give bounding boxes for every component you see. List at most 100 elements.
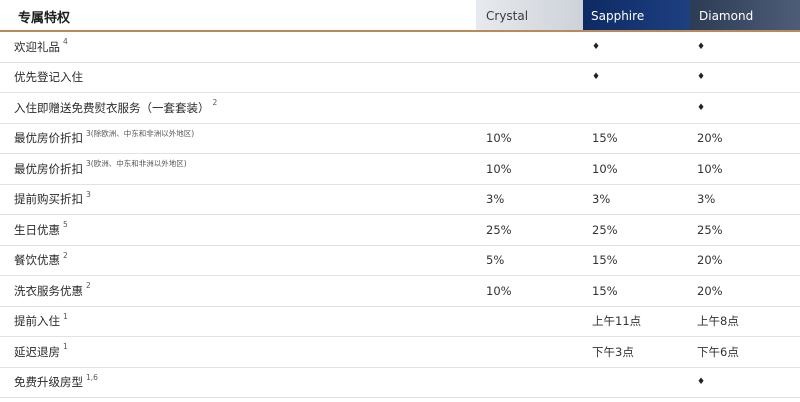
crystal-value-cell: 10% xyxy=(476,154,583,184)
benefit-label: 延迟退房 xyxy=(14,344,60,359)
sapphire-value: 15% xyxy=(592,253,618,268)
sapphire-value-cell: 15% xyxy=(583,124,690,154)
included-diamond-icon: ♦ xyxy=(697,377,706,388)
diamond-value: 下午6点 xyxy=(697,344,739,359)
tier-header-sapphire: Sapphire xyxy=(583,0,690,32)
table-row: 洗衣服务优惠 2 10% 15% 20% xyxy=(0,276,800,307)
crystal-value-cell xyxy=(476,93,583,123)
benefit-name-cell: 最优房价折扣 3 (除欧洲、中东和非洲以外地区) xyxy=(0,124,476,154)
sapphire-value-cell: ♦ xyxy=(583,63,690,93)
crystal-value: 3% xyxy=(486,192,505,207)
benefit-label: 免费升级房型 xyxy=(14,375,83,390)
table-header: 专属特权 Crystal Sapphire Diamond xyxy=(0,0,800,32)
diamond-value-cell: 20% xyxy=(690,246,800,276)
benefit-name-cell: 最优房价折扣 3 (欧洲、中东和非洲以外地区) xyxy=(0,154,476,184)
sapphire-value: 10% xyxy=(592,161,618,176)
crystal-value-cell: 10% xyxy=(476,124,583,154)
benefit-name-cell: 餐饮优惠 2 xyxy=(0,246,476,276)
footnote-marker: 3 xyxy=(86,159,91,169)
benefit-name-cell: 提前入住 1 xyxy=(0,307,476,337)
sapphire-value-cell: 15% xyxy=(583,276,690,306)
benefit-label: 最优房价折扣 xyxy=(14,161,83,176)
table-row: 免费升级房型 1,6 ♦ xyxy=(0,368,800,398)
table-row: 欢迎礼品 4 ♦ ♦ xyxy=(0,32,800,63)
diamond-value-cell: 3% xyxy=(690,185,800,215)
diamond-value-cell: 下午6点 xyxy=(690,337,800,367)
footnote-marker: 2 xyxy=(212,98,218,108)
crystal-value-cell: 25% xyxy=(476,215,583,245)
diamond-value-cell: 25% xyxy=(690,215,800,245)
footnote-marker: 5 xyxy=(63,220,68,230)
region-note: (欧洲、中东和非洲以外地区) xyxy=(90,159,187,169)
diamond-value: 20% xyxy=(697,283,723,298)
diamond-value: 3% xyxy=(697,192,716,207)
diamond-value: 20% xyxy=(697,131,723,146)
benefit-label: 最优房价折扣 xyxy=(14,131,83,146)
benefit-name-cell: 欢迎礼品 4 xyxy=(0,32,476,62)
table-row: 提前购买折扣 3 3% 3% 3% xyxy=(0,185,800,215)
sapphire-value-cell: 下午3点 xyxy=(583,337,690,367)
table-row: 生日优惠 5 25% 25% 25% xyxy=(0,215,800,246)
benefit-name-cell: 入住即赠送免费熨衣服务（一套套装） 2 xyxy=(0,93,476,123)
crystal-value-cell: 5% xyxy=(476,246,583,276)
included-diamond-icon: ♦ xyxy=(592,41,601,52)
crystal-value: 25% xyxy=(486,222,512,237)
table-row: 最优房价折扣 3 (欧洲、中东和非洲以外地区) 10% 10% 10% xyxy=(0,154,800,185)
benefit-label: 优先登记入住 xyxy=(14,70,83,85)
sapphire-value: 3% xyxy=(592,192,611,207)
table-body: 欢迎礼品 4 ♦ ♦ 优先登记入住 ♦ ♦ 入住即赠送免费熨衣服务（一套套装） 2 ♦ 最优房价折扣… xyxy=(0,32,800,398)
crystal-value-cell: 3% xyxy=(476,185,583,215)
footnote-marker: 1 xyxy=(63,311,68,321)
sapphire-value-cell: 25% xyxy=(583,215,690,245)
table-row: 最优房价折扣 3 (除欧洲、中东和非洲以外地区) 10% 15% 20% xyxy=(0,124,800,154)
sapphire-value-cell xyxy=(583,368,690,398)
benefit-label: 入住即赠送免费熨衣服务（一套套装） xyxy=(14,100,210,115)
crystal-value-cell xyxy=(476,63,583,93)
crystal-value-cell xyxy=(476,337,583,367)
table-row: 延迟退房 1 下午3点 下午6点 xyxy=(0,337,800,368)
diamond-value-cell: ♦ xyxy=(690,93,800,123)
benefit-label: 提前购买折扣 xyxy=(14,192,83,207)
crystal-value: 10% xyxy=(486,283,512,298)
sapphire-value: 25% xyxy=(592,222,618,237)
crystal-value: 10% xyxy=(486,161,512,176)
region-note: (除欧洲、中东和非洲以外地区) xyxy=(90,128,195,138)
benefit-name-cell: 生日优惠 5 xyxy=(0,215,476,245)
tier-header-diamond: Diamond xyxy=(690,0,800,32)
benefit-label: 提前入住 xyxy=(14,314,60,329)
benefit-name-cell: 免费升级房型 1,6 xyxy=(0,368,476,398)
footnote-marker: 1 xyxy=(63,342,68,352)
diamond-value-cell: ♦ xyxy=(690,63,800,93)
diamond-value: 25% xyxy=(697,222,723,237)
diamond-value: 10% xyxy=(697,161,723,176)
diamond-value-cell: ♦ xyxy=(690,32,800,62)
table-title: 专属特权 xyxy=(18,10,71,26)
sapphire-value-cell: 10% xyxy=(583,154,690,184)
included-diamond-icon: ♦ xyxy=(592,72,601,83)
sapphire-value-cell: ♦ xyxy=(583,32,690,62)
benefit-name-cell: 洗衣服务优惠 2 xyxy=(0,276,476,306)
diamond-value-cell: 20% xyxy=(690,276,800,306)
crystal-value: 10% xyxy=(486,131,512,146)
sapphire-value: 下午3点 xyxy=(592,344,634,359)
footnote-marker: 3 xyxy=(86,128,91,138)
diamond-value-cell: ♦ xyxy=(690,368,800,398)
table-row: 优先登记入住 ♦ ♦ xyxy=(0,63,800,93)
footnote-marker: 4 xyxy=(63,37,68,47)
included-diamond-icon: ♦ xyxy=(697,41,706,52)
diamond-value: 20% xyxy=(697,253,723,268)
benefit-label: 生日优惠 xyxy=(14,222,60,237)
crystal-value-cell xyxy=(476,368,583,398)
crystal-value: 5% xyxy=(486,253,505,268)
benefit-name-cell: 优先登记入住 xyxy=(0,63,476,93)
table-row: 餐饮优惠 2 5% 15% 20% xyxy=(0,246,800,276)
benefit-label: 洗衣服务优惠 xyxy=(14,283,83,298)
included-diamond-icon: ♦ xyxy=(697,102,706,113)
diamond-value: 上午8点 xyxy=(697,314,739,329)
diamond-value-cell: 上午8点 xyxy=(690,307,800,337)
diamond-value-cell: 20% xyxy=(690,124,800,154)
sapphire-value-cell xyxy=(583,93,690,123)
crystal-value-cell: 10% xyxy=(476,276,583,306)
crystal-value-cell xyxy=(476,32,583,62)
diamond-value-cell: 10% xyxy=(690,154,800,184)
